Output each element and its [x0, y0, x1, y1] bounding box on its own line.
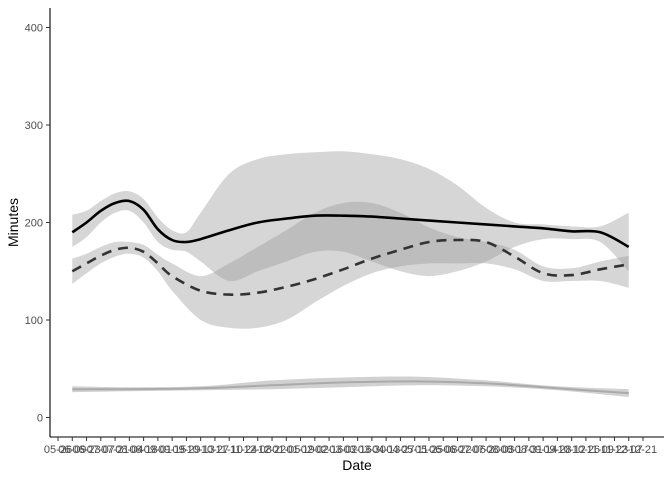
x-tick-label: 11-10 — [216, 444, 243, 456]
x-tick-label: 06-23 — [72, 444, 100, 456]
x-tick-label: 07-20 — [472, 444, 500, 456]
x-tick-label: 11-24 — [230, 444, 257, 456]
x-tick-label: 11-23 — [601, 444, 628, 456]
axis-ticks: 010020030040005-2606-0906-2307-0707-2108… — [25, 23, 657, 457]
x-tick-label: 08-31 — [515, 444, 543, 456]
confidence-band-3 — [72, 376, 629, 397]
y-axis-title: Minutes — [5, 198, 21, 247]
x-tick-label: 12-08 — [244, 444, 272, 456]
x-tick-label: 06-22 — [443, 444, 471, 456]
y-tick-label: 200 — [25, 218, 43, 230]
x-tick-label: 03-16 — [344, 444, 372, 456]
x-tick-label: 08-17 — [501, 444, 529, 456]
x-tick-label: 07-06 — [458, 444, 486, 456]
x-axis-title: Date — [342, 457, 372, 473]
x-tick-label: 01-05 — [272, 444, 300, 456]
confidence-band-2 — [72, 201, 629, 329]
x-tick-label: 12-22 — [258, 444, 286, 456]
x-tick-label: 04-13 — [372, 444, 400, 456]
series-lines — [71, 199, 630, 395]
x-tick-label: 12-07 — [615, 444, 643, 456]
y-tick-label: 300 — [25, 120, 43, 132]
x-tick-label: 07-07 — [87, 444, 115, 456]
x-tick-label: 08-04 — [115, 444, 143, 456]
x-tick-label: 04-27 — [386, 444, 414, 456]
x-tick-label: 01-19 — [286, 444, 314, 456]
x-tick-label: 06-08 — [429, 444, 457, 456]
x-tick-label: 03-02 — [329, 444, 357, 456]
x-tick-label: 09-29 — [172, 444, 200, 456]
x-tick-label: 06-09 — [58, 444, 86, 456]
x-tick-label: 09-14 — [529, 444, 557, 456]
series-line-3 — [72, 380, 629, 395]
x-tick-label: 09-28 — [543, 444, 571, 456]
series-line-1 — [71, 199, 630, 249]
y-tick-label: 0 — [37, 413, 43, 425]
x-tick-label: 10-12 — [558, 444, 586, 456]
x-tick-label: 05-11 — [401, 444, 428, 456]
x-tick-label: 08-03 — [486, 444, 514, 456]
x-tick-label: 03-30 — [358, 444, 386, 456]
x-tick-label: 07-21 — [101, 444, 129, 456]
x-tick-label: 05-25 — [415, 444, 443, 456]
x-tick-label: 12-21 — [629, 444, 657, 456]
x-tick-label: 05-26 — [44, 444, 72, 456]
x-tick-label: 08-18 — [130, 444, 158, 456]
x-tick-label: 02-16 — [315, 444, 343, 456]
x-tick-label: 09-15 — [158, 444, 186, 456]
confidence-bands — [72, 151, 629, 397]
x-tick-label: 10-13 — [187, 444, 215, 456]
x-tick-label: 10-27 — [201, 444, 229, 456]
y-tick-label: 100 — [25, 315, 43, 327]
x-tick-label: 02-02 — [301, 444, 329, 456]
x-tick-label: 09-01 — [144, 444, 172, 456]
x-tick-label: 11-09 — [587, 444, 614, 456]
y-tick-label: 400 — [25, 23, 43, 35]
x-tick-label: 10-26 — [572, 444, 600, 456]
